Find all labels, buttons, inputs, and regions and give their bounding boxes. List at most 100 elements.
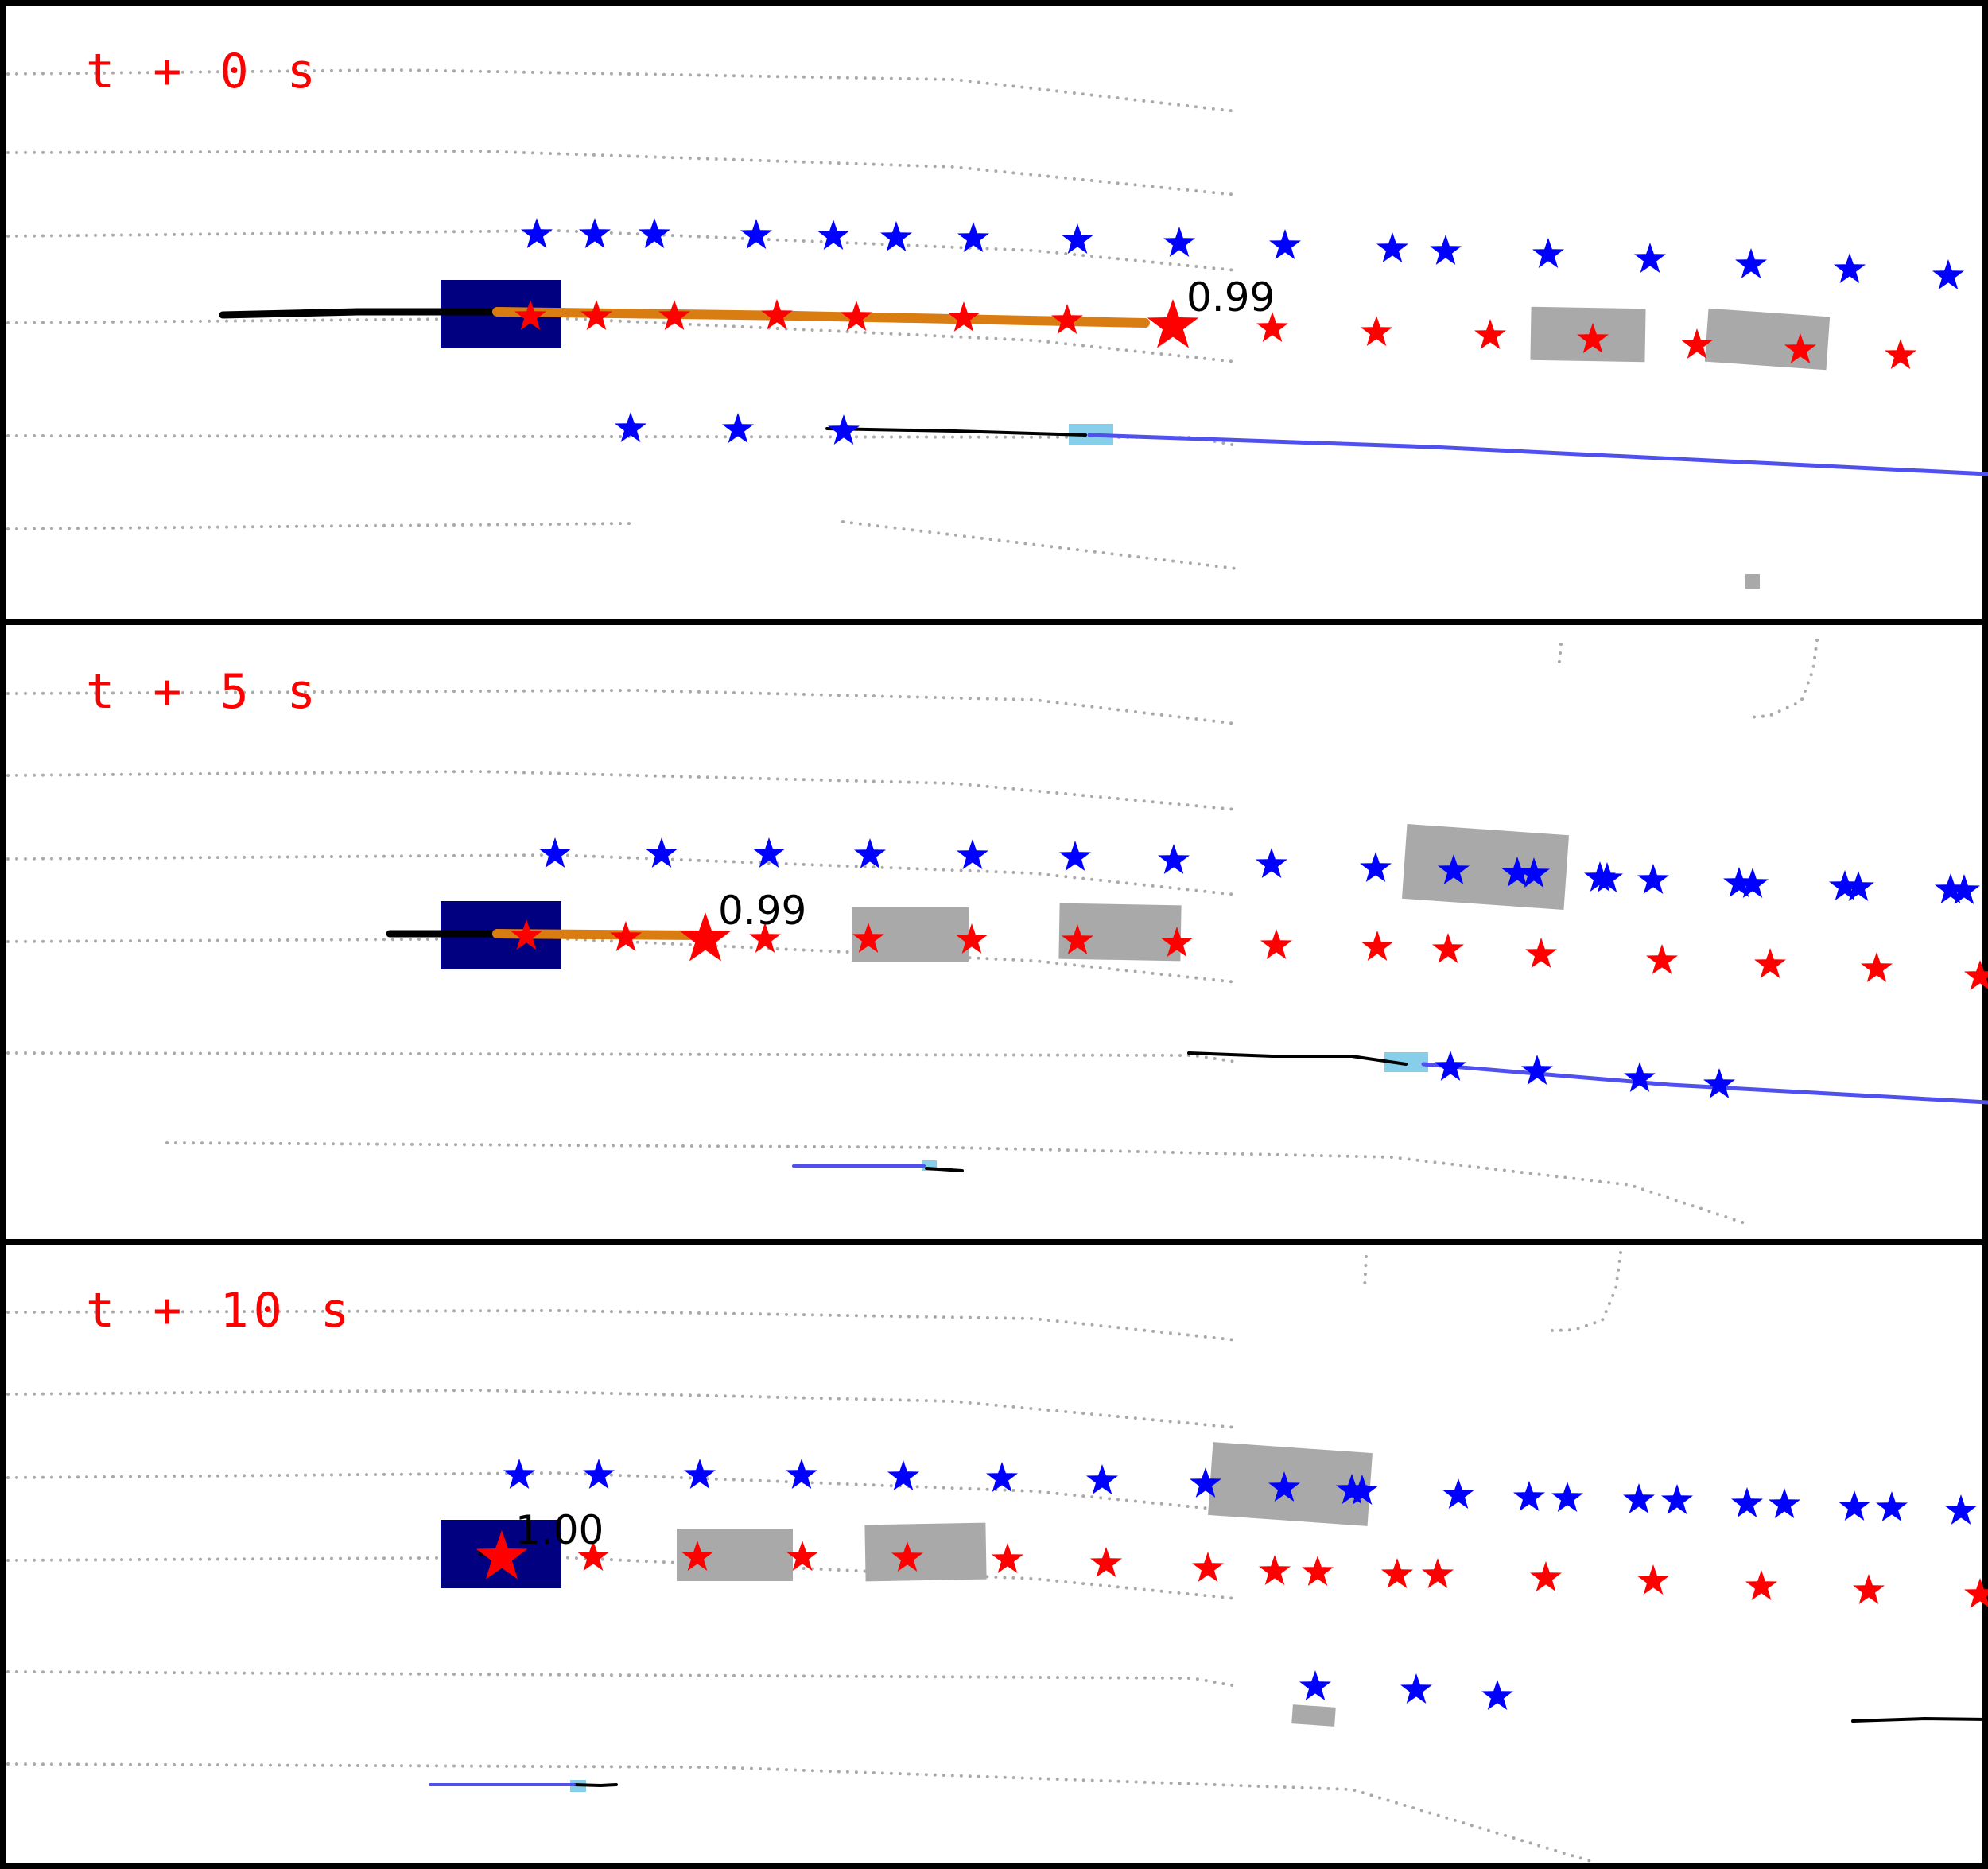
blue-star: [740, 219, 772, 249]
blue-star: [1059, 841, 1091, 871]
red-star: [1062, 924, 1093, 954]
blue-star: [817, 220, 849, 250]
blue-star: [1190, 1467, 1221, 1498]
blue-star: [1299, 1670, 1331, 1700]
red-star: [1885, 339, 1916, 369]
lane-dotted-line: [6, 1762, 1592, 1863]
blue-star: [1624, 1062, 1656, 1092]
blue-star: [1735, 248, 1767, 278]
blue-star: [503, 1459, 535, 1489]
blue-star: [1062, 223, 1093, 254]
history-trajectory: [1187, 1051, 1408, 1066]
lane-dotted-line: [6, 1670, 1238, 1688]
blue-star: [1360, 852, 1392, 882]
red-star: [1422, 1558, 1454, 1588]
goal-star: [1147, 299, 1199, 348]
lane-dotted-line: [6, 316, 1238, 363]
red-star: [514, 300, 546, 330]
lane-dotted-line: [6, 1388, 1238, 1429]
blue-star: [1737, 868, 1769, 898]
lane-dotted-line: [1363, 1255, 1368, 1290]
blue-star: [1634, 243, 1666, 273]
red-star: [948, 301, 980, 332]
blue-star: [828, 414, 860, 445]
red-star: [1637, 1564, 1669, 1595]
blue-star: [1501, 857, 1533, 887]
blue-star: [1551, 1482, 1583, 1512]
lane-dotted-line: [6, 1308, 1238, 1342]
red-star: [992, 1543, 1023, 1573]
red-star: [1745, 1570, 1777, 1600]
obstacle-vehicle: [1745, 574, 1760, 589]
history-layer: [219, 308, 1087, 437]
star-layer: [511, 837, 1988, 1098]
blue-star: [1932, 259, 1964, 289]
history-trajectory: [825, 427, 1087, 437]
panel-t5: t + 5 s 0.99: [6, 639, 1988, 1226]
blue-star: [1086, 1464, 1118, 1494]
blue-star: [1163, 227, 1195, 257]
red-star: [610, 921, 642, 951]
red-star: [852, 923, 884, 953]
red-star: [681, 1541, 713, 1571]
blue-star: [957, 222, 989, 252]
lane-dotted-line: [6, 434, 1238, 447]
blue-star: [854, 838, 886, 868]
blue-star: [1346, 1475, 1378, 1505]
panel-divider-2: [0, 1239, 1988, 1245]
red-star: [1754, 948, 1786, 978]
panel-t10: t + 10 s 1.00: [6, 1251, 1988, 1863]
blue-star: [722, 413, 754, 443]
blue-star: [1842, 871, 1874, 901]
blue-star: [1731, 1487, 1763, 1517]
blue-star: [1269, 229, 1301, 259]
lane-dotted-line: [6, 228, 1238, 272]
red-star: [786, 1541, 818, 1571]
blue-star: [1376, 232, 1408, 262]
blue-star: [579, 218, 611, 248]
blue-star: [1637, 864, 1669, 894]
history-trajectory: [925, 1167, 964, 1172]
panel-t0: t + 0 s 0.99: [6, 44, 1988, 589]
time-label: t + 5 s: [86, 664, 320, 720]
blue-star: [753, 837, 785, 868]
lane-dotted-line: [1748, 639, 1819, 719]
blue-star: [887, 1460, 919, 1490]
blue-star: [1521, 1055, 1553, 1085]
blue-star: [684, 1459, 716, 1489]
blue-star: [1829, 870, 1861, 900]
red-star: [1525, 938, 1557, 968]
red-star: [1192, 1552, 1224, 1582]
history-layer: [386, 930, 1408, 1172]
red-star: [1681, 328, 1713, 359]
red-star: [841, 301, 872, 331]
red-star: [1474, 319, 1506, 349]
score-label: 1.00: [515, 1507, 604, 1553]
blue-star: [880, 221, 912, 251]
red-star: [1432, 933, 1464, 963]
obstacle-vehicle: [1401, 823, 1570, 911]
red-star: [1964, 1578, 1988, 1608]
blue-star: [1158, 844, 1190, 874]
red-star: [1381, 1558, 1413, 1588]
blue-star: [639, 218, 670, 248]
red-star: [749, 923, 781, 953]
red-star: [1861, 952, 1893, 982]
blue-star: [786, 1459, 817, 1489]
red-star: [1361, 316, 1392, 346]
red-star: [1853, 1574, 1885, 1604]
red-star: [1161, 927, 1193, 957]
red-star: [1256, 312, 1288, 342]
goal-star: [679, 912, 732, 962]
lane-dotted-line: [6, 1051, 1238, 1063]
time-label: t + 0 s: [86, 44, 320, 99]
blue-star: [1948, 874, 1980, 904]
blue-star: [1481, 1680, 1513, 1710]
blue-star: [1435, 1051, 1466, 1081]
red-star: [1260, 929, 1292, 959]
blue-star: [1442, 1478, 1474, 1509]
red-star: [1964, 960, 1988, 990]
lane-dotted-line: [6, 522, 638, 530]
red-star: [761, 299, 793, 329]
